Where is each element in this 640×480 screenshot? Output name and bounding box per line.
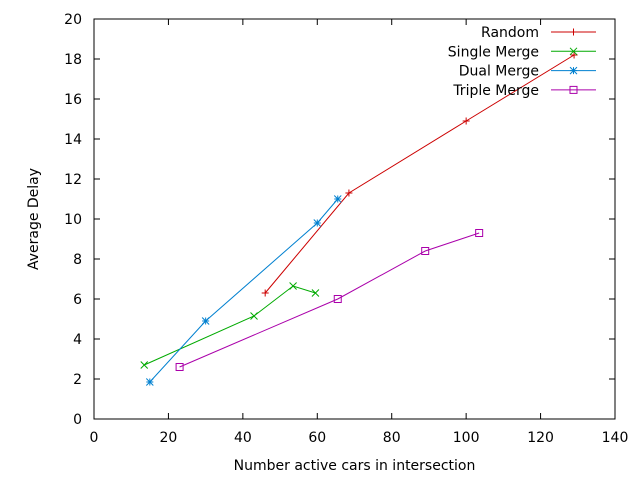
x-tick-label: 100 xyxy=(453,430,480,446)
legend-marker xyxy=(569,85,578,94)
x-tick-label: 40 xyxy=(234,430,252,446)
data-point xyxy=(421,247,430,255)
y-axis-title: Average Delay xyxy=(26,168,42,270)
x-tick-label: 120 xyxy=(527,430,554,446)
legend-entry: Single Merge xyxy=(448,44,596,60)
data-point xyxy=(261,289,269,297)
y-tick-label: 4 xyxy=(73,332,82,348)
data-point xyxy=(289,282,297,290)
legend-entry: Dual Merge xyxy=(459,64,596,80)
x-tick-label: 140 xyxy=(602,430,629,446)
legend-marker xyxy=(569,47,578,56)
y-tick-label: 14 xyxy=(64,132,82,148)
legend-label: Single Merge xyxy=(448,44,539,60)
series-line xyxy=(264,54,575,294)
series-line xyxy=(179,232,480,368)
data-point xyxy=(313,219,322,227)
data-point xyxy=(475,229,484,237)
legend-marker xyxy=(569,66,578,75)
x-tick-label: 20 xyxy=(160,430,178,446)
legend-entry: Random xyxy=(481,25,596,41)
data-point xyxy=(175,363,184,371)
x-axis-title: Number active cars in intersection xyxy=(234,458,476,474)
legend-label: Random xyxy=(481,25,539,41)
y-tick-label: 8 xyxy=(73,252,82,268)
data-point xyxy=(345,189,353,197)
y-tick-label: 20 xyxy=(64,12,82,28)
y-tick-label: 6 xyxy=(73,292,82,308)
series-line xyxy=(144,285,316,366)
legend-label: Triple Merge xyxy=(452,83,539,99)
x-tick-label: 0 xyxy=(90,430,99,446)
data-point xyxy=(333,295,342,303)
x-tick-label: 80 xyxy=(383,430,401,446)
series-random xyxy=(261,51,578,297)
legend-label: Dual Merge xyxy=(459,64,539,80)
data-point xyxy=(333,195,342,203)
y-tick-label: 2 xyxy=(73,372,82,388)
y-tick-label: 16 xyxy=(64,92,82,108)
data-point xyxy=(201,317,210,325)
y-tick-label: 12 xyxy=(64,172,82,188)
series-line xyxy=(149,198,339,383)
legend-marker xyxy=(570,28,577,36)
series-triple-merge xyxy=(175,229,484,371)
data-point xyxy=(140,361,149,369)
y-tick-label: 10 xyxy=(64,212,82,228)
y-tick-label: 18 xyxy=(64,52,82,68)
series-layer xyxy=(140,51,578,386)
data-point xyxy=(462,117,470,125)
data-point xyxy=(311,289,320,297)
x-tick-label: 60 xyxy=(308,430,326,446)
legend-entry: Triple Merge xyxy=(452,83,596,99)
axes: 0 20 40 60 80 100 120 140 0 2 4 6 8 10 12 14 16 18 20 xyxy=(64,12,628,446)
data-point xyxy=(145,378,154,386)
legend: Random Single Merge Dual Merge Triple Merge xyxy=(448,25,596,99)
data-point xyxy=(570,51,578,59)
data-point xyxy=(250,312,258,320)
series-single-merge xyxy=(140,282,320,369)
y-tick-label: 0 xyxy=(73,412,82,428)
series-dual-merge xyxy=(145,195,342,386)
